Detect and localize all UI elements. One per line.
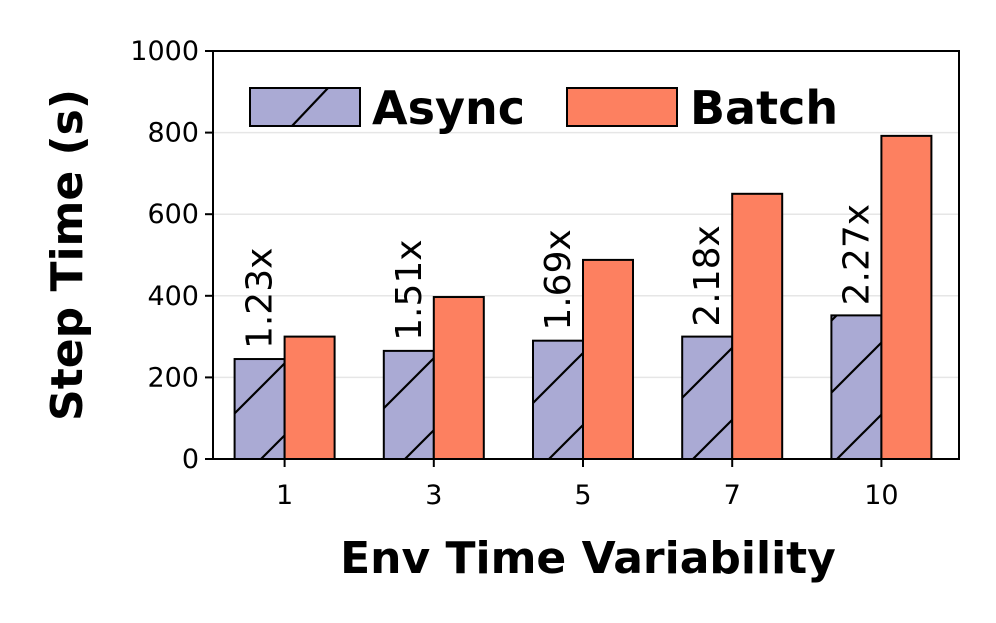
legend-hatch-async — [291, 87, 329, 127]
x-tick-label: 1 — [276, 480, 293, 511]
x-axis-ticks: 1 3 5 7 10 — [276, 459, 899, 511]
bar-hatch-10 — [831, 315, 882, 459]
bar-annotation: 2.27x — [836, 204, 877, 305]
bar-annotation: 1.69x — [538, 229, 579, 330]
bar-batch-10 — [880, 134, 933, 460]
x-tick-label: 3 — [425, 480, 442, 511]
bar-hatch-3 — [383, 350, 434, 459]
y-tick-label: 400 — [147, 281, 199, 312]
bar-annotation: 1.23x — [240, 248, 281, 349]
legend: Async Batch — [249, 81, 838, 135]
plot-frame — [212, 50, 960, 460]
bars — [233, 134, 933, 461]
bar-batch-1 — [283, 335, 336, 461]
bar-hatch-5 — [533, 340, 583, 459]
y-tick-label: 1000 — [130, 36, 199, 67]
y-tick-label: 0 — [182, 444, 199, 475]
y-tick-label: 800 — [147, 118, 199, 149]
bar-annotations: 1.23x 1.51x 1.69x 2.18x 2.27x — [240, 204, 878, 349]
x-axis-title: Env Time Variability — [340, 533, 836, 584]
x-tick-label: 5 — [574, 480, 591, 511]
bar-batch-3 — [432, 296, 485, 460]
x-tick-label: 7 — [724, 480, 741, 511]
x-tick-label: 10 — [864, 480, 898, 511]
bar-hatch-7 — [682, 336, 733, 459]
legend-swatch-batch — [566, 87, 678, 127]
bar-annotation: 2.18x — [687, 225, 728, 326]
bar-batch-5 — [582, 258, 634, 460]
bar-hatch-1 — [234, 359, 285, 459]
bar-annotation: 1.51x — [389, 239, 430, 340]
y-tick-label: 200 — [147, 362, 199, 393]
y-axis-title: Step Time (s) — [42, 89, 93, 421]
y-tick-label: 600 — [147, 199, 199, 230]
y-axis-ticks: 0 200 400 600 800 1000 — [130, 36, 213, 475]
legend-label-async: Async — [372, 81, 525, 135]
legend-label-batch: Batch — [690, 81, 838, 135]
bar-batch-7 — [731, 192, 784, 461]
legend-swatch-async — [249, 87, 361, 127]
